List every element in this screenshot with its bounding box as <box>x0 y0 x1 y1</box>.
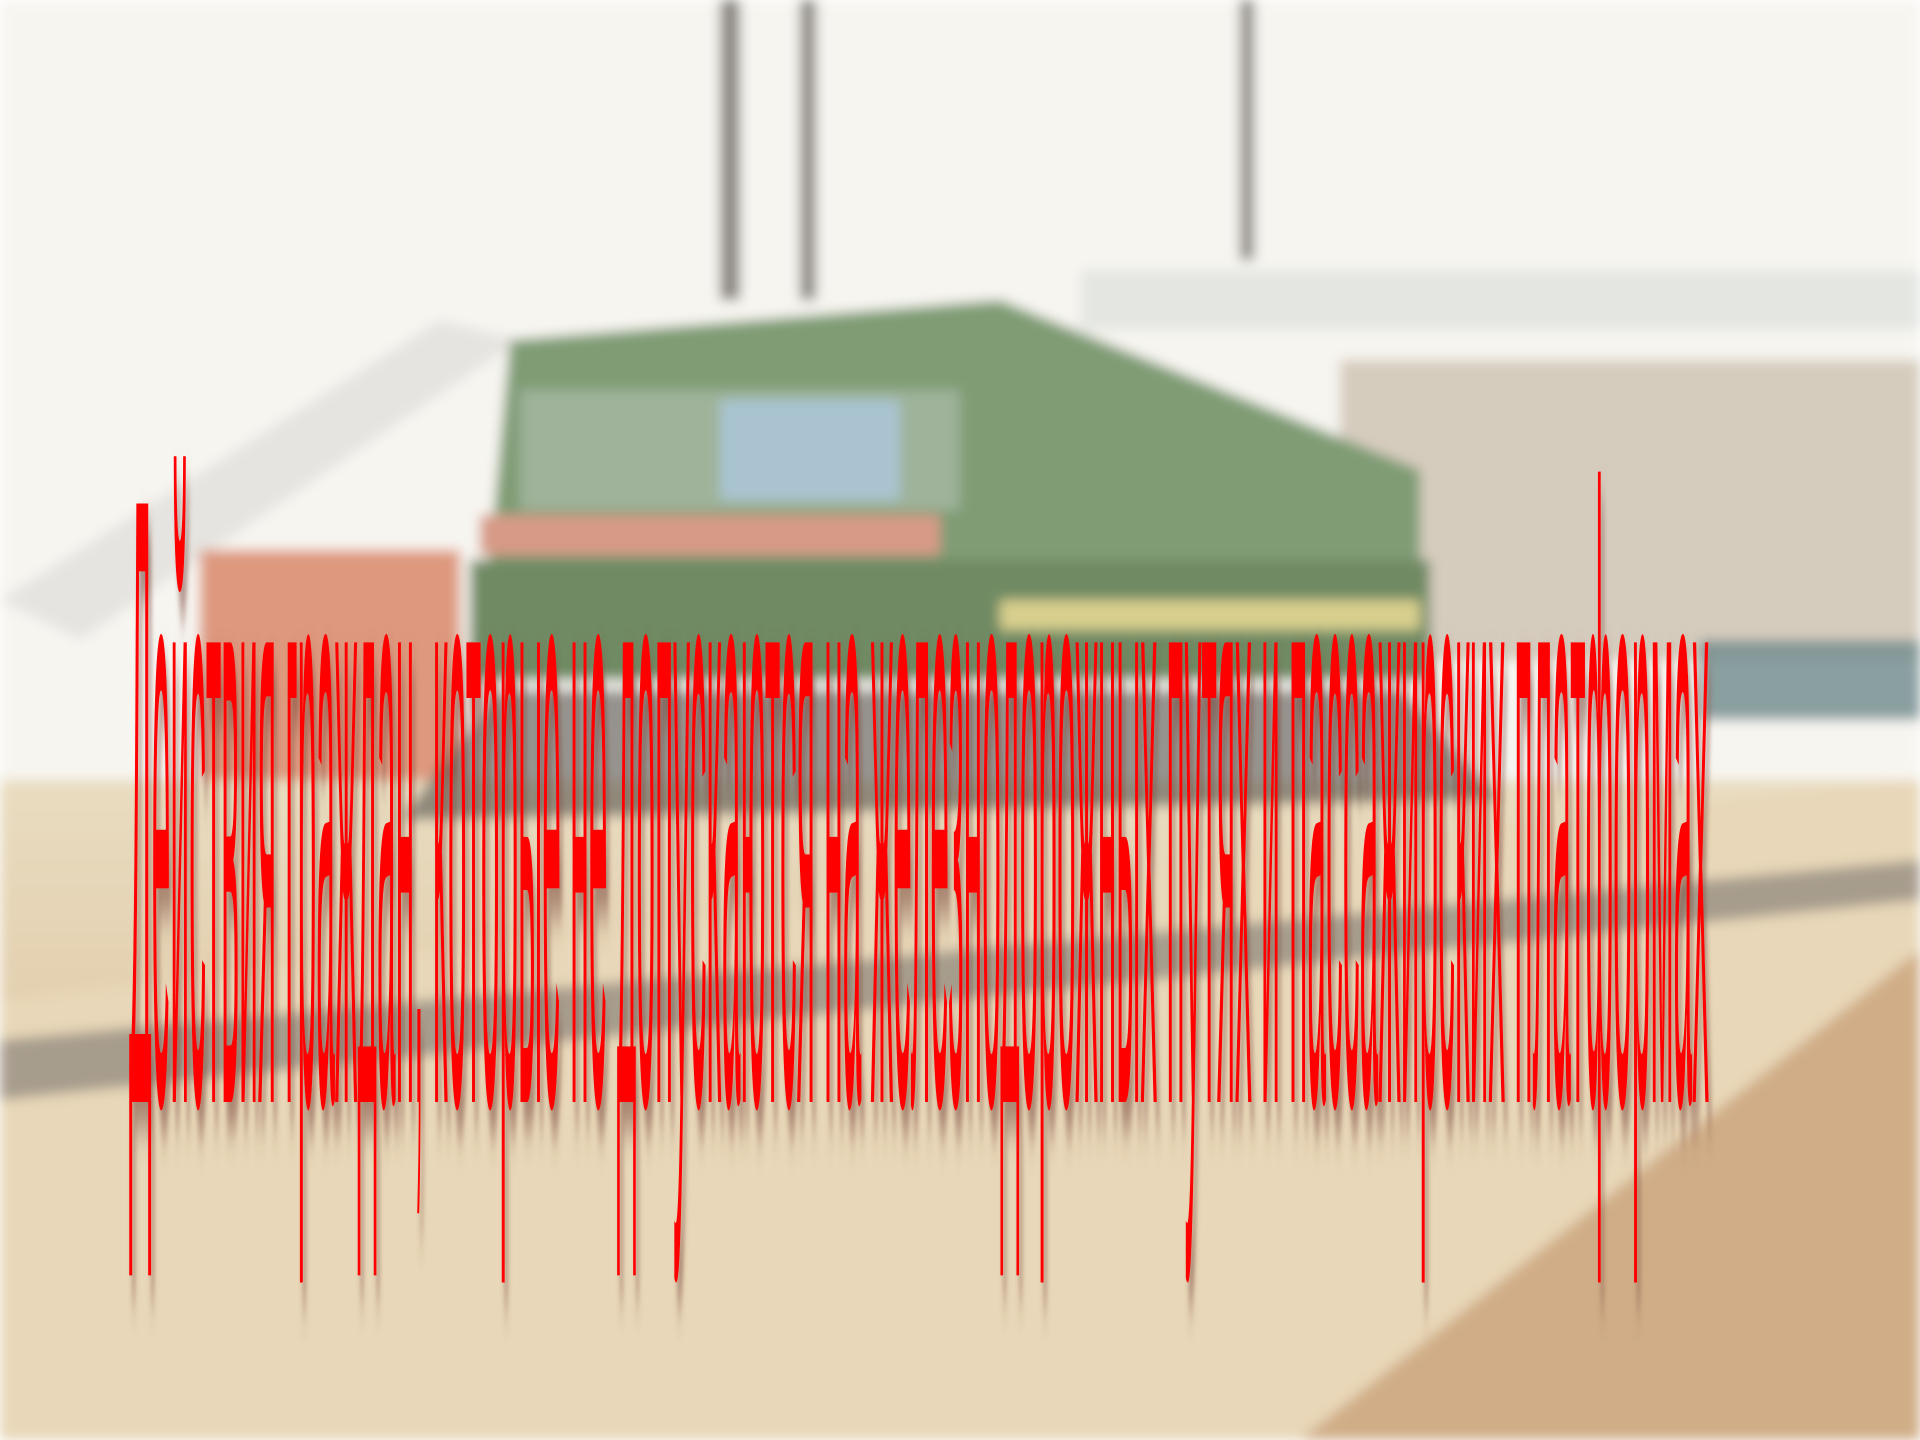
slide-title: Действия граждан, которые не допускаются… <box>129 315 1709 1292</box>
